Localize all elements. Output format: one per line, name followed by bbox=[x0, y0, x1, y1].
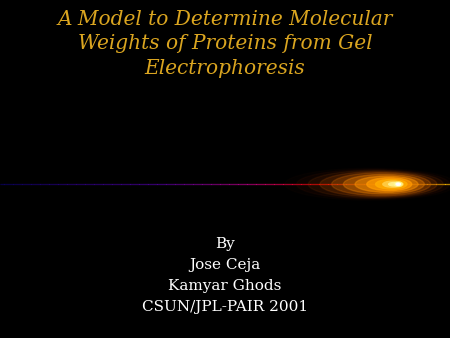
Ellipse shape bbox=[394, 182, 402, 186]
Ellipse shape bbox=[343, 174, 424, 194]
Text: A Model to Determine Molecular
Weights of Proteins from Gel
Electrophoresis: A Model to Determine Molecular Weights o… bbox=[57, 10, 393, 78]
Ellipse shape bbox=[389, 183, 400, 186]
Ellipse shape bbox=[367, 178, 412, 191]
Ellipse shape bbox=[397, 184, 400, 185]
Ellipse shape bbox=[320, 172, 437, 197]
Ellipse shape bbox=[355, 176, 418, 192]
Text: By
Jose Ceja
Kamyar Ghods
CSUN/JPL-PAIR 2001: By Jose Ceja Kamyar Ghods CSUN/JPL-PAIR … bbox=[142, 237, 308, 314]
Ellipse shape bbox=[297, 169, 450, 199]
Ellipse shape bbox=[285, 168, 450, 200]
Ellipse shape bbox=[308, 170, 443, 198]
Ellipse shape bbox=[376, 179, 407, 189]
Ellipse shape bbox=[332, 173, 431, 196]
Ellipse shape bbox=[396, 183, 400, 185]
Ellipse shape bbox=[383, 181, 403, 187]
